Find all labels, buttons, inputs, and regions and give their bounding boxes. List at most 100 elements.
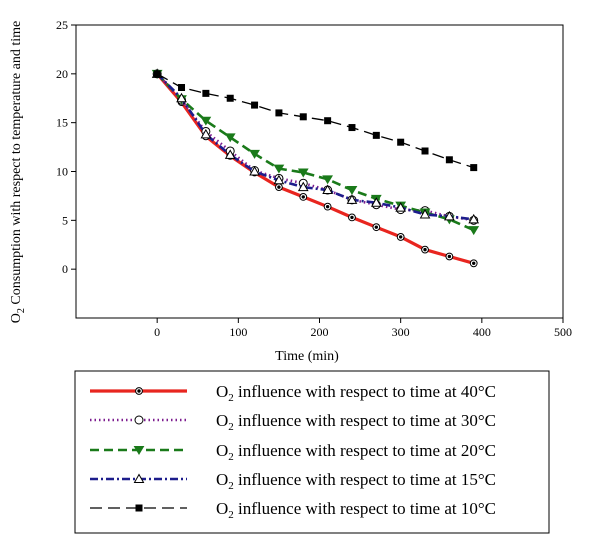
plot-frame [75, 24, 564, 319]
data-point-20C [249, 149, 260, 159]
legend: O2 influence with respect to time at 40°… [74, 370, 550, 534]
y-tick-label: 20 [56, 67, 68, 81]
data-point-15C [444, 210, 455, 221]
data-point-10C [299, 113, 307, 121]
legend-marker-20C [133, 446, 145, 455]
legend-label-30C: O2 influence with respect to time at 30°… [216, 411, 496, 433]
data-point-20C [346, 186, 358, 196]
y-axis-title-rest: Consumption with respect to temperature … [9, 21, 24, 308]
y-tick-label: 15 [56, 116, 68, 130]
legend-item-20C: O2 influence with respect to time at 20°… [90, 441, 496, 463]
legend-label-o: O [216, 411, 228, 430]
legend-label-text: influence with respect to time at 20°C [234, 441, 496, 460]
data-point-10C [372, 131, 380, 139]
legend-label-20C: O2 influence with respect to time at 20°… [216, 441, 496, 463]
data-point-10C [348, 124, 356, 132]
data-point-10C [226, 94, 234, 102]
legend-label-o: O [216, 441, 228, 460]
data-point-15C [249, 165, 260, 176]
legend-label-text: influence with respect to time at 40°C [234, 382, 496, 401]
axis-titles: Time (min) O2 Consumption with respect t… [9, 21, 339, 364]
series-line-20C [156, 72, 475, 232]
legend-label-o: O [216, 382, 228, 401]
data-point-40C-center [325, 204, 330, 209]
legend-label-sub: 2 [228, 509, 234, 521]
legend-marker-40C-center [137, 389, 141, 393]
data-point-40C-center [423, 247, 427, 252]
series-20C [151, 69, 480, 236]
series-40C [153, 69, 478, 268]
y-tick-label: 0 [62, 262, 68, 276]
data-point-15C [468, 213, 480, 224]
x-tick-label: 400 [473, 325, 491, 339]
axes: 0 100 200 300 400 500 0 5 10 15 20 25 [56, 18, 572, 339]
data-point-15C [346, 194, 358, 204]
series-10C [153, 70, 478, 172]
legend-marker-15C [133, 473, 145, 483]
data-point-15C [322, 184, 333, 195]
data-point-15C [419, 208, 431, 219]
data-point-15C [297, 181, 309, 192]
legend-item-10C: O2 influence with respect to time at 10°… [90, 499, 496, 521]
y-axis-title-o: O [9, 313, 24, 323]
data-point-40C-center [301, 195, 305, 199]
data-point-20C [322, 175, 333, 185]
data-point-15C [370, 197, 382, 207]
data-point-10C [153, 70, 161, 78]
data-point-10C [251, 101, 259, 109]
data-point-15C [395, 202, 407, 212]
data-point-10C [275, 109, 283, 117]
y-tick-label: 10 [56, 165, 68, 179]
x-tick-label: 300 [392, 325, 410, 339]
series-line-40C [155, 72, 475, 265]
legend-label-10C: O2 influence with respect to time at 10°… [216, 499, 496, 521]
legend-label-o: O [216, 499, 228, 518]
legend-label-sub: 2 [228, 451, 234, 463]
data-point-40C-center [447, 254, 452, 259]
x-axis-title: Time (min) [275, 349, 339, 364]
data-point-15C [224, 149, 236, 159]
series-15C [151, 68, 480, 224]
legend-label-40C: O2 influence with respect to time at 40°… [216, 382, 496, 404]
data-point-15C [200, 128, 212, 139]
data-point-40C-center [472, 261, 476, 266]
legend-item-15C: O2 influence with respect to time at 15°… [90, 470, 496, 492]
y-tick-label: 5 [62, 213, 68, 227]
data-point-10C [397, 138, 405, 146]
legend-label-o: O [216, 470, 228, 489]
series-layer [151, 68, 480, 268]
data-point-20C [468, 226, 480, 236]
y-tick-label: 25 [56, 18, 68, 32]
x-tick-label: 500 [554, 325, 572, 339]
legend-label-text: influence with respect to time at 15°C [234, 470, 496, 489]
legend-label-sub: 2 [228, 480, 234, 492]
legend-box [74, 370, 550, 534]
data-point-20C [224, 133, 236, 143]
data-point-20C [297, 168, 309, 178]
data-point-40C-center [398, 235, 403, 239]
x-tick-label: 100 [229, 325, 247, 339]
legend-marker-10C [135, 504, 143, 512]
data-point-15C [273, 174, 285, 185]
data-point-10C [445, 156, 453, 164]
data-point-10C [202, 89, 210, 97]
legend-label-text: influence with respect to time at 10°C [234, 499, 496, 518]
y-axis-title-sub: 2 [16, 308, 27, 313]
data-point-10C [324, 117, 332, 125]
data-point-10C [178, 84, 186, 92]
data-point-20C [200, 116, 212, 126]
data-point-40C-center [277, 185, 281, 189]
x-tick-label: 200 [311, 325, 329, 339]
legend-label-sub: 2 [228, 392, 234, 404]
legend-label-text: influence with respect to time at 30°C [234, 411, 496, 430]
y-axis-title: O2 Consumption with respect to temperatu… [9, 21, 27, 323]
legend-marker-30C [134, 415, 144, 425]
legend-label-15C: O2 influence with respect to time at 15°… [216, 470, 496, 492]
data-point-15C [176, 92, 187, 103]
data-point-40C-center [350, 215, 354, 220]
data-point-40C-center [374, 225, 379, 229]
series-line-10C [156, 73, 474, 169]
data-point-20C [273, 164, 285, 174]
legend-label-sub: 2 [228, 421, 234, 433]
